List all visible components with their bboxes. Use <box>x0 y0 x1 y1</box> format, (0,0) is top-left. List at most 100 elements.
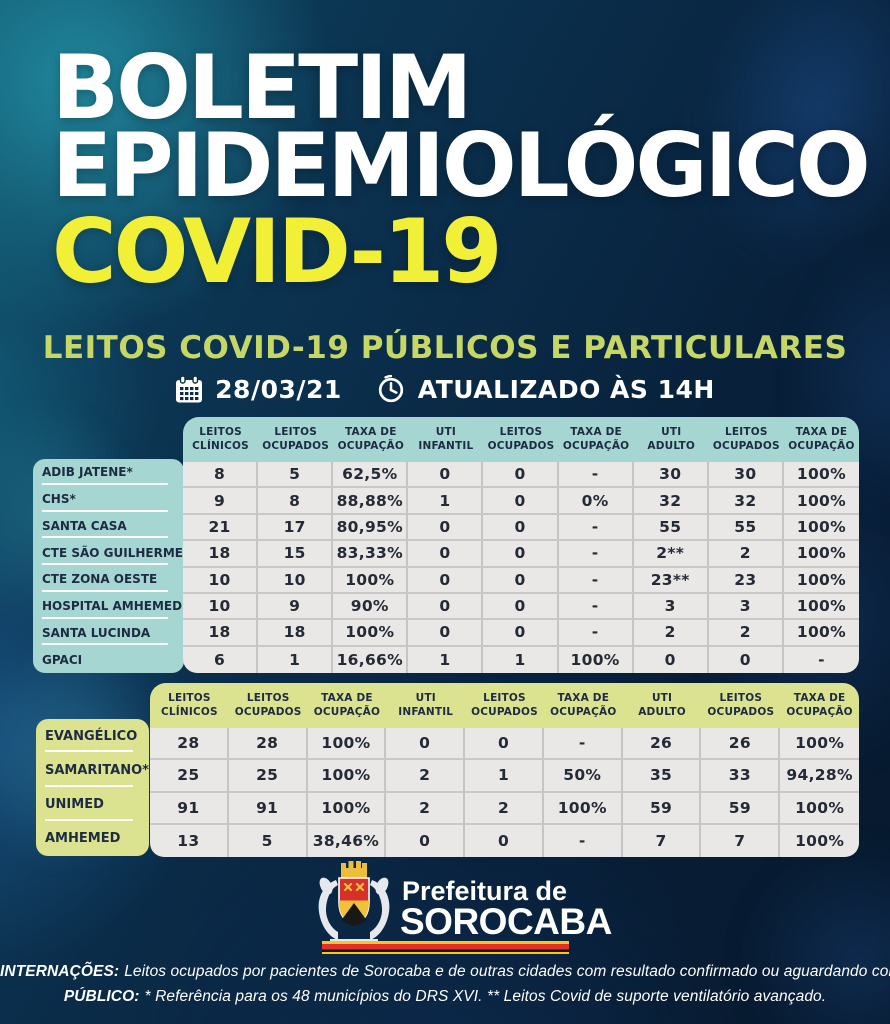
data-cell: 5 <box>258 462 334 489</box>
data-cell: 100% <box>783 568 859 594</box>
data-cell: 26 <box>701 728 781 761</box>
data-cell: 1 <box>483 646 559 673</box>
column-header: LEITOS OCUPADOS <box>262 425 330 452</box>
data-cell: 0% <box>558 488 634 515</box>
data-cell: 30 <box>633 462 709 489</box>
footer-label: PÚBLICO: <box>63 988 140 1005</box>
data-cell: 100% <box>307 760 387 793</box>
row-label: CTE ZONA OESTE <box>33 566 184 593</box>
data-cell: 1 <box>258 646 334 673</box>
footer-note-publico: PÚBLICO: * Referência para os 48 municípi… <box>0 988 890 1006</box>
data-cell: 0 <box>386 728 466 761</box>
data-cell: 25 <box>150 760 229 793</box>
data-cell: 0 <box>483 514 559 542</box>
data-cell: 62,5% <box>333 462 409 489</box>
calendar-icon <box>175 374 203 404</box>
row-label: UNIMED <box>36 788 149 822</box>
row-label: SAMARITANO* <box>36 753 149 787</box>
clock-icon <box>376 374 406 404</box>
column-header: UTI ADULTO <box>647 425 696 452</box>
data-cell: 21 <box>183 514 259 542</box>
data-cell: 100% <box>783 488 859 515</box>
data-cell: 100% <box>795 831 845 850</box>
column-header: TAXA DE OCUPAÇÃO <box>337 425 404 452</box>
footer-label: INTERNAÇÕES: <box>0 963 120 980</box>
data-cell: 90% <box>333 593 409 621</box>
data-cell: 80,95% <box>333 514 409 542</box>
data-cell: 8 <box>258 488 334 515</box>
page-title-covid19: COVID-19 <box>52 200 503 303</box>
footer-note-internacoes: INTERNAÇÕES: Leitos ocupados por paciente… <box>0 963 890 981</box>
column-header: LEITOS OCUPADOS <box>712 425 780 452</box>
data-cell: 0 <box>408 462 484 489</box>
data-cell: 100% <box>307 792 387 825</box>
data-cell: - <box>544 824 623 857</box>
data-cell: 16,66% <box>333 646 409 673</box>
data-cell: 15 <box>258 541 334 568</box>
data-cell: 2 <box>465 792 544 825</box>
data-cell: 0 <box>386 824 466 857</box>
sorocaba-flag-bar <box>322 941 569 954</box>
row-label: SANTA CASA <box>33 513 184 540</box>
data-cell: 0 <box>408 514 484 542</box>
data-cell: 100% <box>783 515 859 542</box>
data-cell: 91 <box>228 792 308 825</box>
private-table-row-labels: EVANGÉLICO SAMARITANO* UNIMED AMHEMED <box>36 719 149 856</box>
data-cell: 100% <box>333 620 409 647</box>
column-header: TAXA DE OCUPAÇÃO <box>788 425 855 452</box>
data-cell: 100% <box>307 728 387 761</box>
data-cell: - <box>558 462 634 489</box>
data-cell: 38,46% <box>308 824 387 857</box>
data-cell: 2 <box>386 792 466 825</box>
data-cell: - <box>558 514 634 542</box>
column-header: TAXA DE OCUPAÇÃO <box>313 691 381 718</box>
data-cell: - <box>818 650 825 669</box>
data-cell: 1 <box>408 488 484 515</box>
data-cell: 10 <box>258 567 334 594</box>
column-header: LEITOS OCUPADOS <box>707 691 775 718</box>
data-cell: 91 <box>150 792 229 825</box>
data-cell: 100% <box>780 728 859 761</box>
data-cell: 0 <box>408 541 484 568</box>
data-cell: 55 <box>633 514 709 542</box>
data-cell: 100% <box>783 594 859 621</box>
data-cell: 5 <box>229 824 308 857</box>
row-label: EVANGÉLICO <box>36 719 149 753</box>
column-header: LEITOS OCUPADOS <box>471 691 538 718</box>
data-cell: 100% <box>783 541 859 568</box>
logo-sorocaba-text: SOROCABA <box>400 901 612 942</box>
data-cell: 100% <box>543 792 623 825</box>
public-table-header-row: LEITOS CLÍNICOS LEITOS OCUPADOS TAXA DE OCUPA… <box>183 417 859 462</box>
data-cell: 33 <box>701 760 781 793</box>
data-cell: 8 <box>183 462 259 489</box>
data-cell: 7 <box>623 824 702 857</box>
data-cell: 94,28% <box>780 760 859 793</box>
column-header: UTI ADULTO <box>638 691 686 718</box>
data-cell: 0 <box>483 567 559 594</box>
data-cell: 23 <box>708 567 784 594</box>
public-table-body: 8 5 62,5% 0 0-30 30 100% 9 8 88,88% 1 0 0% 32 32 100% 21… <box>183 462 859 673</box>
data-cell: 9 <box>258 593 334 621</box>
data-cell: 2 <box>708 620 784 647</box>
data-cell: 100% <box>559 646 634 673</box>
data-cell: 50% <box>543 760 623 793</box>
data-cell: - <box>558 593 634 621</box>
data-cell: 0 <box>465 824 544 857</box>
data-cell: 0 <box>483 593 559 621</box>
private-table-header-row: LEITOS CLÍNICOS LEITOS OCUPADOS TAXA DE OCUPA… <box>150 683 859 728</box>
data-cell: - <box>543 728 623 761</box>
data-cell: 1 <box>408 646 484 673</box>
column-header: UTI INFANTIL <box>398 691 454 718</box>
data-cell: 100% <box>783 620 859 647</box>
row-label: AMHEMED <box>45 831 121 847</box>
data-cell: - <box>558 541 634 568</box>
data-cell: 100% <box>333 567 409 594</box>
data-cell: 3 <box>708 593 784 621</box>
data-cell: 0 <box>465 728 544 761</box>
data-cell: 83,33% <box>333 541 409 568</box>
logo-prefeitura-text: Prefeitura de <box>402 876 568 906</box>
subtitle: LEITOS COVID-19 PÚBLICOS E PARTICULARES <box>42 330 848 366</box>
data-cell: 0 <box>483 462 559 489</box>
data-cell: 28 <box>150 728 229 761</box>
page-title-line2: EPIDEMIOLÓGICO <box>52 114 871 217</box>
